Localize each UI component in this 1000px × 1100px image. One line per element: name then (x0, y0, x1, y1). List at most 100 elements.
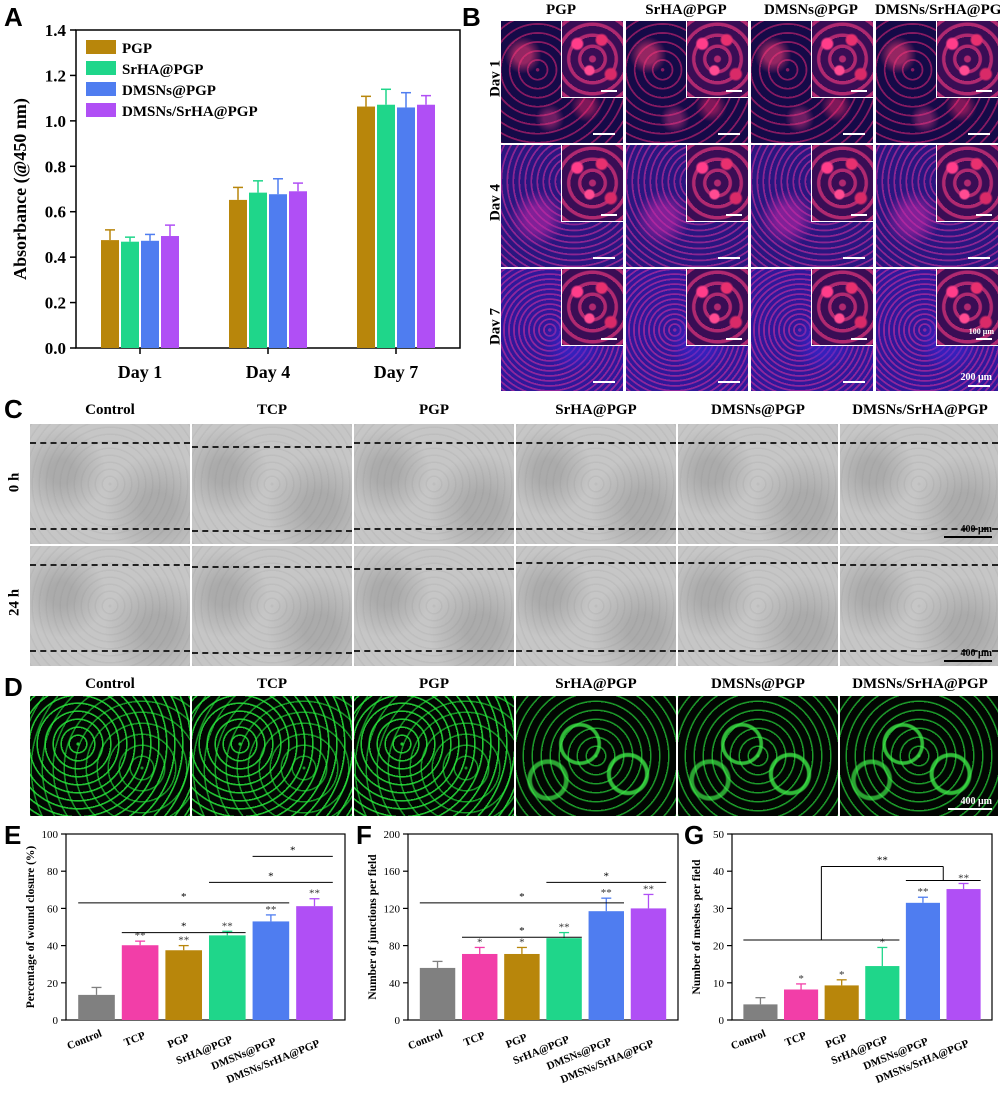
inset-image: 100 μm (936, 269, 998, 346)
y-axis-label: Number of junctions per field (367, 854, 379, 1000)
micrograph (192, 546, 352, 666)
y-tick-label: 160 (384, 866, 401, 878)
panel-d-col-header-tcp: TCP (257, 676, 287, 692)
scale-bar (948, 808, 992, 810)
panel-c-col-header-dmsns-srha-pgp: DMSNs/SrHA@PGP (852, 402, 988, 418)
tube-formation-image (678, 696, 838, 816)
inset-image (561, 269, 623, 346)
panel-c-row-header-24h: 24 h (6, 588, 23, 617)
inset-scale-bar (976, 337, 992, 340)
wound-edge-line (192, 652, 352, 654)
scale-bar (718, 381, 740, 383)
fluorescence-image (625, 20, 749, 144)
tube-formation-image: 400 μm (840, 696, 998, 816)
x-tick-label: TCP (462, 1030, 487, 1049)
panel-letter-g: G (684, 820, 705, 850)
bar (419, 967, 456, 1020)
scale-bar (968, 385, 990, 387)
panel-letter-d: D (4, 672, 23, 702)
y-tick-label: 120 (384, 903, 401, 915)
scale-bar (593, 133, 615, 135)
scale-bar (593, 257, 615, 259)
bar (630, 908, 667, 1020)
scale-label: 400 μm (960, 524, 993, 535)
panel-d-col-header-dmsns-pgp: DMSNs@PGP (711, 676, 805, 692)
wound-edge-line (354, 528, 514, 530)
wound-edge-line (192, 566, 352, 568)
x-tick-label: Control (65, 1028, 103, 1053)
inset-scale-bar (976, 89, 992, 92)
chart-e: 0 20 40 60 80 100 Percentage of wound closure … (25, 829, 346, 1086)
scale-bar (718, 133, 740, 135)
wound-edge-line (840, 650, 998, 652)
y-tick-label: 20 (47, 978, 59, 990)
wound-edge-line (516, 562, 676, 564)
legend-label: SrHA@PGP (122, 62, 203, 78)
wound-edge-line (516, 528, 676, 530)
bar (289, 191, 307, 348)
panel-letter-f: F (356, 820, 372, 850)
inset-image (561, 145, 623, 222)
significance-mark: ** (643, 883, 654, 895)
inset-image (936, 21, 998, 98)
bar (417, 104, 435, 348)
scale-bar (944, 536, 992, 538)
bar (121, 241, 139, 348)
legend-label: DMSNs/SrHA@PGP (122, 104, 258, 120)
inset-scale-bar (726, 213, 742, 216)
scale-bar (968, 257, 990, 259)
bar (462, 953, 498, 1020)
x-tick-label: Day 1 (118, 362, 163, 382)
y-tick-label: 40 (389, 978, 401, 990)
scale-label: 400 μm (960, 648, 993, 659)
bar (161, 236, 179, 348)
significance-mark: ** (917, 886, 928, 898)
significance-mark: ** (309, 888, 320, 900)
panel-b-col-header-pgp: PGP (546, 2, 576, 18)
wound-edge-line (840, 528, 998, 530)
fluorescence-image (875, 20, 999, 144)
panel-c-col-header-dmsns-pgp: DMSNs@PGP (711, 402, 805, 418)
x-tick-label: Control (406, 1028, 444, 1053)
scale-bar (843, 133, 865, 135)
micrograph (354, 546, 514, 666)
bar (101, 240, 119, 348)
significance-mark: * (181, 891, 187, 903)
y-tick-label: 0.0 (45, 339, 66, 358)
bar (397, 107, 415, 348)
panel-c-col-header-tcp: TCP (257, 402, 287, 418)
x-tick-label: Day 4 (246, 362, 291, 382)
y-tick-label: 0 (395, 1015, 401, 1027)
scale-bar (843, 257, 865, 259)
wound-edge-line (30, 564, 190, 566)
inset-image (561, 21, 623, 98)
inset-scale-bar (851, 337, 867, 340)
bar (377, 104, 395, 348)
micrograph (192, 424, 352, 544)
y-tick-label: 0 (719, 1015, 725, 1027)
inset-scale-bar (976, 213, 992, 216)
significance-mark: ** (958, 872, 969, 884)
y-tick-label: 10 (713, 978, 725, 990)
bar (269, 194, 287, 348)
fluorescence-image (750, 268, 874, 392)
bar (249, 192, 267, 348)
fluorescence-image (500, 144, 624, 268)
significance-mark: ** (265, 904, 276, 916)
legend-swatch (86, 40, 116, 54)
bar (824, 985, 859, 1020)
panel-letter-e: E (4, 820, 22, 850)
significance-mark: ** (178, 935, 189, 947)
inset-scale-bar (726, 89, 742, 92)
micrograph (30, 424, 190, 544)
micrograph (30, 546, 190, 666)
panel-letter-c: C (4, 394, 23, 424)
fluorescence-image (500, 20, 624, 144)
tube-formation-image (516, 696, 676, 816)
significance-mark: * (519, 891, 525, 903)
x-tick-label: TCP (122, 1030, 147, 1049)
micrograph (354, 424, 514, 544)
bar (743, 1004, 778, 1020)
inset-scale-bar (851, 89, 867, 92)
panel-d-col-header-srha-pgp: SrHA@PGP (555, 676, 637, 692)
